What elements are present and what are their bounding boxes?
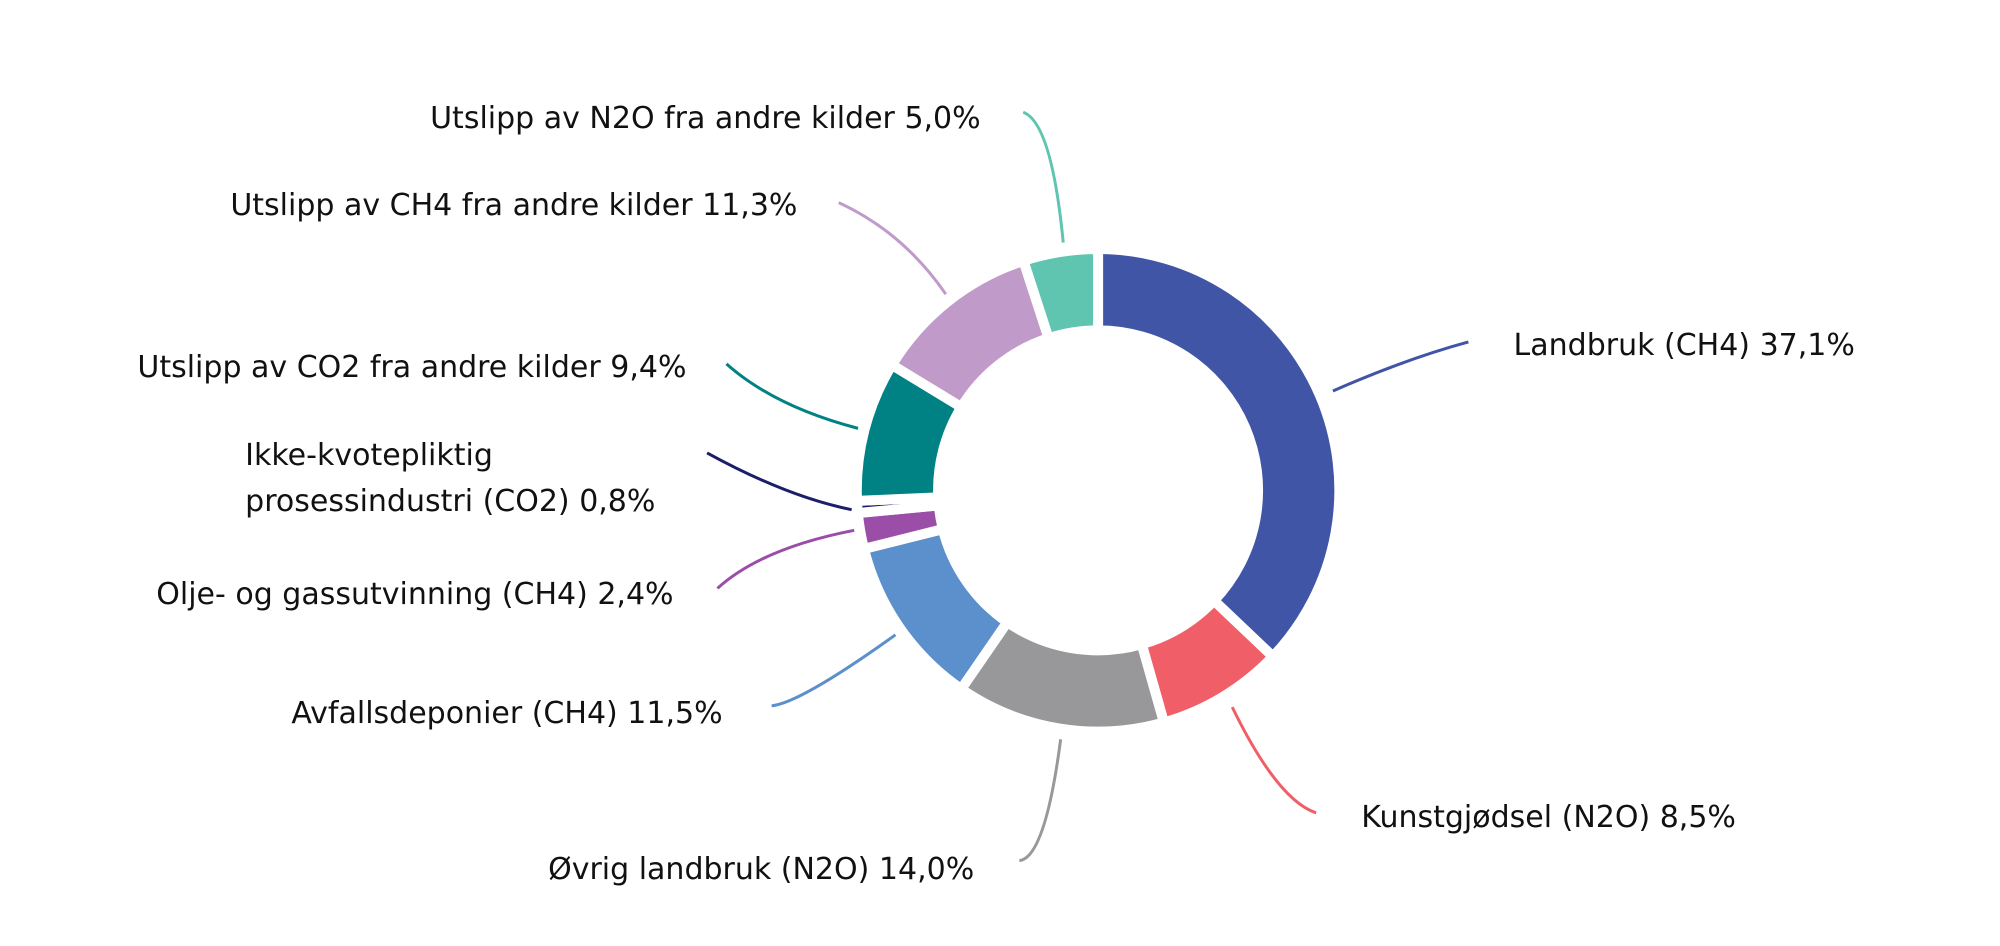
donut-segment [1093, 244, 1345, 664]
slice-label: Kunstgjødsel (N2O) 8,5% [1361, 795, 1736, 841]
slice-label: Utslipp av CO2 fra andre kilder 9,4% [137, 345, 686, 391]
leader-line [1332, 340, 1469, 393]
slice-label: Olje- og gassutvinning (CH4) 2,4% [156, 572, 673, 618]
slice-label: Utslipp av CH4 fra andre kilder 11,3% [230, 183, 797, 229]
value-label: 11,5% [627, 695, 723, 731]
leader-line [838, 201, 948, 296]
category-name: Olje- og gassutvinning (CH4) [156, 576, 588, 612]
category-name: Utslipp av CO2 fra andre kilder [137, 349, 601, 385]
leader-line [1022, 110, 1065, 243]
value-label: 2,4% [597, 576, 674, 612]
category-name: Landbruk (CH4) [1513, 327, 1751, 363]
value-label: 11,3% [702, 188, 798, 224]
value-label: 8,5% [1659, 800, 1736, 836]
category-name: Avfallsdeponier (CH4) [291, 695, 618, 731]
slice-label: Utslipp av N2O fra andre kilder 5,0% [430, 96, 981, 142]
slice-label: Øvrig landbruk (N2O) 14,0% [548, 847, 974, 893]
leader-line [716, 528, 855, 590]
leader-line [725, 362, 859, 430]
category-name: Øvrig landbruk (N2O) [548, 851, 870, 887]
category-name: Ikke-kvotepliktig prosessindustri (CO2) [245, 437, 570, 519]
slice-label: Ikke-kvotepliktig prosessindustri (CO2) … [245, 433, 715, 525]
value-label: 14,0% [878, 851, 975, 887]
leader-line [1230, 706, 1317, 815]
leader-line [771, 633, 897, 708]
category-name: Utslipp av N2O fra andre kilder [430, 100, 895, 136]
category-name: Utslipp av CH4 fra andre kilder [230, 188, 693, 224]
donut-segment [1017, 244, 1104, 345]
value-label: 9,4% [610, 349, 687, 385]
value-label: 0,8% [579, 483, 656, 519]
category-name: Kunstgjødsel (N2O) [1361, 800, 1651, 836]
value-label: 37,1% [1759, 327, 1855, 363]
value-label: 5,0% [904, 100, 981, 136]
slice-label: Avfallsdeponier (CH4) 11,5% [291, 691, 722, 737]
slice-label: Landbruk (CH4) 37,1% [1514, 323, 1855, 369]
leader-line [1018, 739, 1063, 863]
leader-line [706, 451, 852, 512]
